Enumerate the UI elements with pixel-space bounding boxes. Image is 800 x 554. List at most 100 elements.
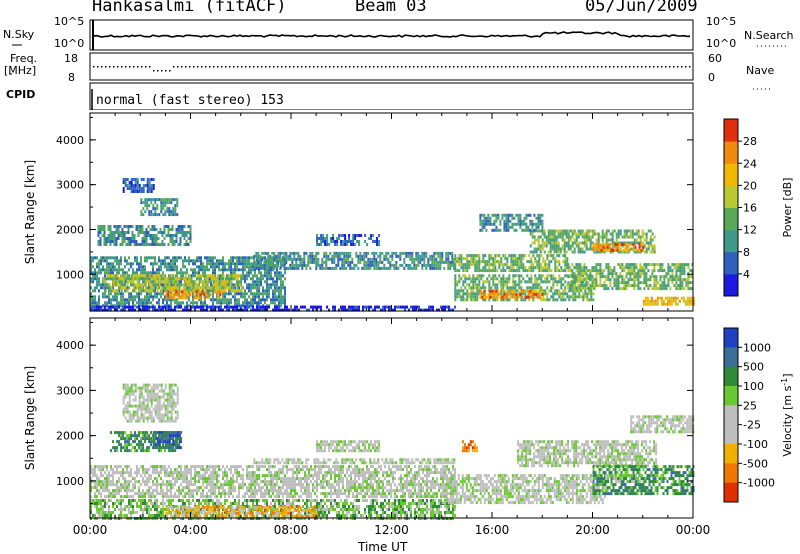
power-cell [474, 295, 477, 299]
power-cell [96, 271, 98, 275]
power-cell [320, 240, 323, 243]
power-cell [170, 268, 172, 272]
power-cell [234, 301, 236, 305]
power-cell [174, 207, 177, 211]
power-cell [236, 298, 238, 302]
power-cell [589, 229, 592, 233]
power-cell [212, 286, 215, 290]
power-cell [258, 298, 260, 302]
power-cell [454, 263, 457, 267]
power-cell [280, 277, 282, 281]
power-cell [549, 238, 552, 242]
velocity-cell [122, 483, 124, 487]
power-cell [240, 295, 242, 299]
velocity-cell [98, 483, 100, 487]
power-cell [472, 260, 475, 264]
power-cell [216, 305, 218, 309]
power-cell [142, 301, 144, 305]
power-cell [395, 251, 398, 255]
freq-dot [581, 66, 583, 68]
power-cell [226, 298, 228, 302]
power-cell [585, 232, 588, 236]
power-cell [156, 277, 159, 281]
power-cell [325, 254, 328, 258]
colorbar-tick-label: 8 [743, 246, 750, 259]
velocity-cell [152, 492, 154, 496]
power-cell [316, 308, 318, 312]
power-cell [655, 275, 658, 279]
power-cell [565, 235, 568, 239]
freq-dot [545, 66, 547, 68]
power-cell [365, 263, 368, 267]
freq-dot [161, 70, 163, 72]
freq-dot [689, 66, 691, 68]
power-cell [126, 277, 129, 281]
power-cell [376, 240, 379, 243]
power-cell [108, 274, 111, 278]
velocity-cell [158, 492, 160, 496]
power-cell [539, 213, 542, 217]
power-cell [156, 283, 158, 287]
power-cell [155, 240, 158, 243]
power-cell [274, 280, 276, 284]
freq-dot [229, 66, 231, 68]
power-cell [117, 225, 120, 228]
power-cell [423, 260, 426, 264]
power-cell [375, 257, 378, 261]
power-cell [348, 240, 351, 243]
power-cell [464, 257, 467, 261]
velocity-cell [126, 483, 128, 487]
power-cell [150, 187, 153, 190]
power-cell [177, 293, 180, 297]
power-cell [289, 254, 292, 258]
power-cell [345, 254, 348, 258]
power-cell [220, 277, 223, 281]
power-cell [529, 219, 532, 223]
power-cell [284, 292, 286, 296]
power-cell [581, 250, 584, 254]
power-cell [637, 235, 640, 239]
power-cell [616, 248, 619, 252]
power-cell [485, 219, 488, 223]
power-cell [681, 278, 684, 282]
power-cell [454, 280, 457, 284]
power-cell [508, 280, 511, 284]
power-cell [295, 263, 298, 267]
freq-dot [461, 66, 463, 68]
power-cell [512, 283, 515, 287]
power-cell [574, 292, 577, 296]
power-cell [429, 266, 432, 270]
power-cell [571, 244, 574, 248]
power-cell [140, 213, 143, 217]
power-cell [206, 277, 209, 281]
colorbar-segment [724, 119, 738, 142]
power-cell [166, 277, 169, 281]
power-cell [94, 301, 96, 305]
power-cell [479, 216, 482, 220]
power-cell [170, 280, 173, 284]
velocity-cell [168, 489, 170, 493]
power-cell [539, 235, 542, 239]
power-cell [537, 292, 540, 296]
power-cell [244, 301, 246, 305]
power-cell [202, 268, 204, 272]
power-cell [510, 286, 513, 290]
power-cell [589, 269, 592, 273]
power-cell [621, 269, 624, 273]
power-cell [583, 278, 586, 282]
power-cell [577, 263, 580, 267]
power-cell [182, 308, 184, 312]
power-cell [176, 201, 179, 205]
velocity-cell [116, 471, 118, 475]
power-cell [204, 271, 206, 275]
power-cell [639, 235, 642, 239]
power-cell [222, 286, 225, 290]
power-cell [690, 296, 693, 300]
power-cell [330, 240, 333, 243]
power-cell [531, 250, 534, 254]
power-cell [246, 305, 248, 309]
nave-bottom-tick: 0 [708, 71, 715, 84]
power-cell [102, 308, 104, 312]
power-cell [675, 278, 678, 282]
power-cell [474, 260, 477, 264]
